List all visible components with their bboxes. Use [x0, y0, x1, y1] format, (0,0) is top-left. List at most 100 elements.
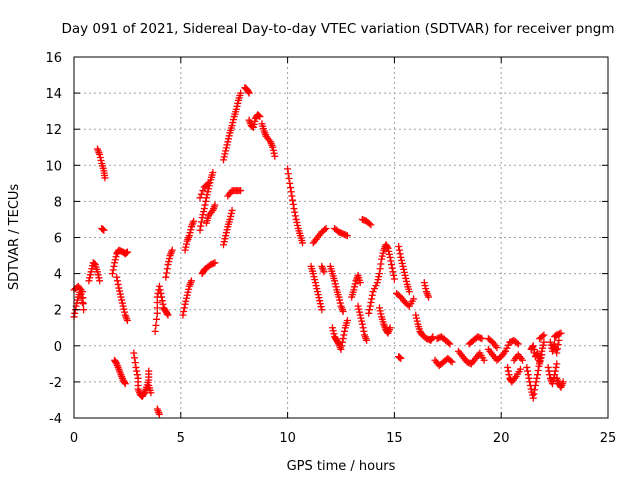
data-point — [386, 253, 394, 261]
data-point — [544, 363, 552, 371]
data-point — [386, 324, 394, 332]
data-point — [400, 268, 408, 276]
data-point — [343, 232, 351, 240]
data-point — [222, 144, 230, 152]
data-point — [383, 243, 391, 251]
data-point — [197, 222, 205, 230]
data-point — [555, 336, 563, 344]
data-point — [351, 283, 359, 291]
data-point — [376, 265, 384, 273]
data-point — [358, 317, 366, 325]
y-tick-label: 14 — [45, 87, 62, 102]
data-point — [413, 317, 421, 325]
data-point — [199, 187, 207, 195]
data-point — [79, 288, 87, 296]
data-point — [336, 296, 344, 304]
data-point — [559, 378, 567, 386]
data-point — [359, 324, 367, 332]
data-point — [350, 286, 358, 294]
data-point — [331, 277, 339, 285]
data-point — [284, 170, 292, 178]
data-point — [366, 302, 374, 310]
data-point — [379, 249, 387, 257]
data-point — [121, 379, 129, 387]
data-point — [397, 253, 405, 261]
x-tick-label: 5 — [177, 431, 185, 446]
data-point — [372, 282, 380, 290]
data-point — [182, 243, 190, 251]
data-point — [163, 310, 171, 318]
data-point — [108, 270, 116, 278]
data-point — [220, 241, 228, 249]
data-point — [321, 226, 329, 234]
data-point — [513, 339, 521, 347]
data-point — [156, 286, 164, 294]
data-point — [358, 320, 366, 328]
data-point — [185, 285, 193, 293]
data-point — [357, 314, 365, 322]
y-tick-label: 16 — [45, 51, 62, 66]
data-point — [320, 268, 328, 276]
data-point — [480, 356, 488, 364]
data-point — [186, 229, 194, 237]
x-axis-ticks: 0 5 10 15 20 25 — [70, 57, 616, 446]
data-point — [312, 282, 320, 290]
data-point — [113, 273, 121, 281]
data-point — [540, 331, 548, 339]
data-point — [377, 310, 385, 318]
y-tick-label: 0 — [54, 340, 62, 355]
data-point — [182, 294, 190, 302]
data-point — [504, 341, 512, 349]
data-point — [147, 389, 155, 397]
data-point — [237, 89, 245, 97]
data-point — [227, 209, 235, 217]
data-point — [234, 99, 242, 107]
data-point — [209, 169, 217, 177]
data-point — [290, 205, 298, 213]
data-point — [181, 300, 189, 308]
data-point — [85, 277, 93, 285]
data-point — [536, 357, 544, 365]
data-point — [339, 335, 347, 343]
data-point — [314, 288, 322, 296]
data-point — [227, 212, 235, 220]
data-point — [119, 302, 127, 310]
data-point — [339, 308, 347, 316]
data-point — [398, 256, 406, 264]
data-point — [222, 229, 230, 237]
data-point — [390, 275, 398, 283]
data-point — [340, 331, 348, 339]
data-point — [182, 240, 190, 248]
data-point — [123, 248, 131, 256]
data-point — [71, 309, 79, 317]
data-point — [377, 260, 385, 268]
data-point — [245, 89, 253, 97]
data-point — [422, 285, 430, 293]
data-point — [447, 357, 455, 365]
y-tick-label: 4 — [54, 268, 62, 283]
data-point — [190, 217, 198, 225]
data-point — [256, 113, 264, 121]
y-axis-label: SDTVAR / TECUs — [7, 184, 22, 291]
data-point — [202, 194, 210, 202]
data-point — [200, 205, 208, 213]
data-point — [310, 273, 318, 281]
data-point — [163, 265, 171, 273]
data-point — [155, 410, 163, 418]
data-point — [197, 218, 205, 226]
data-point — [180, 308, 188, 316]
data-point — [405, 288, 413, 296]
data-point — [179, 311, 187, 319]
x-tick-label: 10 — [279, 431, 296, 446]
data-point — [396, 250, 404, 258]
data-point — [244, 88, 252, 96]
data-point — [79, 294, 87, 302]
data-point — [164, 311, 172, 319]
data-point — [221, 150, 229, 158]
x-axis-label: GPS time / hours — [287, 459, 396, 474]
data-point — [311, 276, 319, 284]
data-point — [330, 330, 338, 338]
data-point — [525, 374, 533, 382]
data-point — [504, 363, 512, 371]
data-point — [504, 367, 512, 375]
